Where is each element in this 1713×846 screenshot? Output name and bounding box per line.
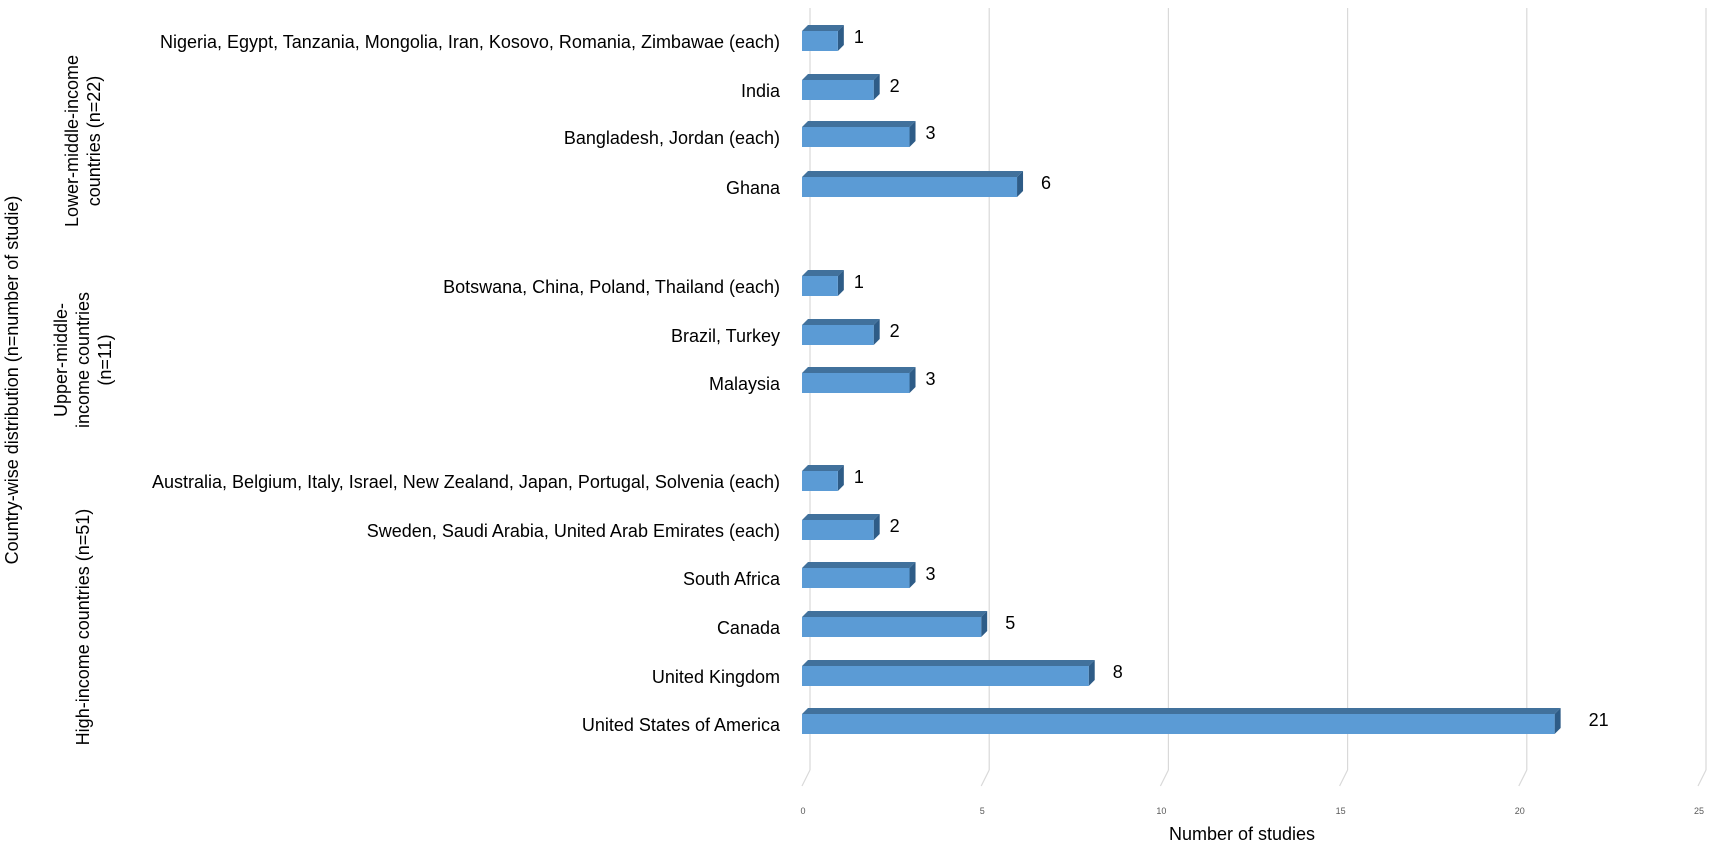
bar [802, 127, 910, 147]
group-label: High-income countries (n=51) [73, 509, 93, 746]
bar-top-face [802, 465, 844, 471]
category-label: Ghana [726, 178, 781, 198]
bar [802, 471, 838, 491]
bar [802, 80, 874, 100]
bar-top-face [802, 562, 916, 568]
bar [802, 666, 1089, 686]
value-label: 3 [926, 369, 936, 389]
bar-top-face [802, 25, 844, 31]
gridline-foot [1518, 769, 1528, 787]
bar [802, 276, 838, 296]
value-label: 1 [854, 272, 864, 292]
bar-side-face [837, 465, 844, 491]
value-label: 3 [926, 564, 936, 584]
bar-side-face [909, 121, 916, 147]
bar [802, 617, 982, 637]
bar-side-face [1017, 171, 1024, 197]
category-label: India [741, 81, 781, 101]
gridline-foot [1339, 769, 1349, 787]
category-label: Bangladesh, Jordan (each) [564, 128, 780, 148]
group-label: Upper-middle-income countries (n=11) [51, 292, 115, 428]
value-label: 21 [1589, 710, 1609, 730]
bar-side-face [1554, 708, 1561, 734]
bar-top-face [802, 514, 880, 520]
value-label: 8 [1113, 662, 1123, 682]
bar-side-face [837, 25, 844, 51]
category-label: United States of America [582, 715, 781, 735]
value-label: 2 [890, 321, 900, 341]
bar-top-face [802, 121, 916, 127]
category-label: United Kingdom [652, 667, 780, 687]
gridline-foot [801, 769, 811, 787]
x-tick-label: 25 [1694, 806, 1704, 816]
category-label: Botswana, China, Poland, Thailand (each) [443, 277, 780, 297]
category-label: Sweden, Saudi Arabia, United Arab Emirat… [367, 521, 780, 541]
category-label: Canada [717, 618, 781, 638]
bar [802, 520, 874, 540]
bar [802, 714, 1555, 734]
bar-side-face [981, 611, 988, 637]
bar-top-face [802, 660, 1095, 666]
bar-top-face [802, 367, 916, 373]
bar-side-face [837, 270, 844, 296]
value-label: 1 [854, 27, 864, 47]
gridline-foot [1159, 769, 1169, 787]
category-label: Malaysia [709, 374, 781, 394]
x-tick-label: 5 [980, 806, 985, 816]
bar [802, 177, 1018, 197]
value-label: 2 [890, 76, 900, 96]
bar-side-face [873, 514, 880, 540]
category-label: Nigeria, Egypt, Tanzania, Mongolia, Iran… [160, 32, 780, 52]
category-label: South Africa [683, 569, 781, 589]
bar [802, 373, 910, 393]
bar-top-face [802, 708, 1561, 714]
bar-top-face [802, 270, 844, 276]
bar-top-face [802, 319, 880, 325]
value-label: 1 [854, 467, 864, 487]
value-label: 5 [1005, 613, 1015, 633]
bar [802, 568, 910, 588]
x-tick-label: 0 [800, 806, 805, 816]
bar-side-face [1088, 660, 1095, 686]
y-axis-title: Country-wise distribution (n=number of s… [2, 196, 22, 565]
value-label: 3 [926, 123, 936, 143]
value-label: 6 [1041, 173, 1051, 193]
category-label: Brazil, Turkey [671, 326, 780, 346]
group-label: Lower-middle-income countries (n=22) [62, 55, 104, 227]
gridline-foot [1697, 769, 1707, 787]
x-tick-label: 15 [1336, 806, 1346, 816]
bar-side-face [909, 367, 916, 393]
bar-top-face [802, 74, 880, 80]
gridline-foot [980, 769, 990, 787]
bar-side-face [873, 74, 880, 100]
bar [802, 325, 874, 345]
x-tick-label: 10 [1156, 806, 1166, 816]
bar-side-face [909, 562, 916, 588]
bar-side-face [873, 319, 880, 345]
bar-top-face [802, 171, 1024, 177]
x-tick-label: 20 [1515, 806, 1525, 816]
bar [802, 31, 838, 51]
category-label: Australia, Belgium, Italy, Israel, New Z… [152, 472, 780, 492]
bar-top-face [802, 611, 988, 617]
x-axis-title: Number of studies [1169, 824, 1315, 844]
value-label: 2 [890, 516, 900, 536]
